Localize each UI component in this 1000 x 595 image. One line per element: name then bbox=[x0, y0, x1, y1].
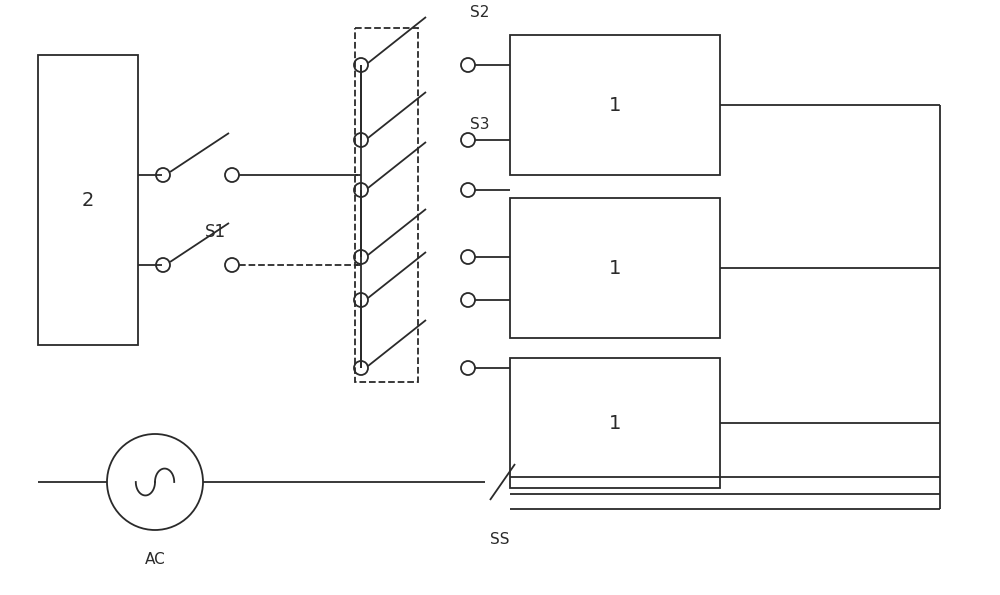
Text: S2: S2 bbox=[470, 5, 489, 20]
Text: 2: 2 bbox=[82, 190, 94, 209]
Text: S3: S3 bbox=[470, 117, 490, 132]
Bar bbox=[510, 198, 720, 338]
Bar bbox=[355, 28, 418, 382]
Text: 1: 1 bbox=[609, 258, 621, 277]
Bar bbox=[38, 55, 138, 345]
Text: 1: 1 bbox=[609, 414, 621, 433]
Text: SS: SS bbox=[490, 532, 510, 547]
Text: S1: S1 bbox=[204, 223, 226, 241]
Text: 1: 1 bbox=[609, 96, 621, 114]
Bar bbox=[510, 35, 720, 175]
Bar bbox=[510, 358, 720, 488]
Text: AC: AC bbox=[145, 552, 165, 567]
